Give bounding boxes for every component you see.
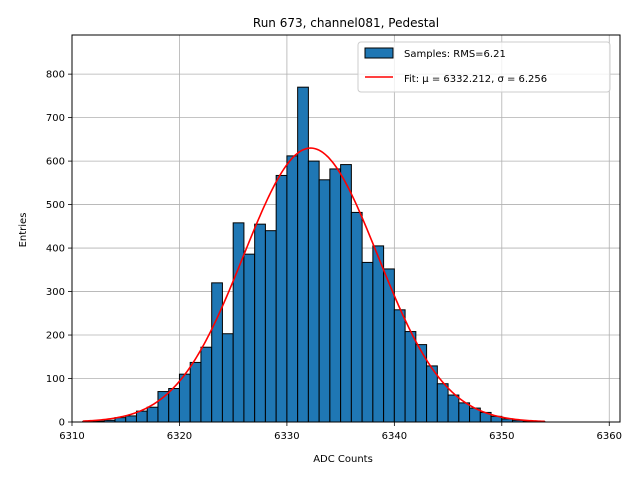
histogram-bar [297,86,309,423]
x-axis-ticks: 6310 6320 6330 6340 6350 6360 [59,422,622,442]
histogram-bar [340,164,352,423]
histogram-bar [157,391,170,423]
histogram-bar [318,179,331,423]
x-tick-label: 6320 [167,431,192,442]
y-tick-label: 100 [46,374,65,385]
histogram-bar [361,261,374,423]
x-tick-label: 6310 [59,431,84,442]
histogram-bar [168,388,180,423]
x-tick-label: 6360 [597,431,622,442]
histogram-bar [329,168,342,423]
histogram-bar [372,245,385,423]
histogram-bar [146,406,159,423]
histogram-bar [221,333,234,423]
histogram-bar [447,394,460,423]
histogram-bar [211,282,223,423]
legend: Samples: RMS=6.21 Fit: μ = 6332.212, σ =… [357,41,611,93]
histogram-bar [286,155,299,423]
y-tick-label: 500 [46,200,65,211]
histogram-bar [350,211,363,423]
chart-title: Run 673, channel081, Pedestal [253,16,439,30]
x-axis-label: ADC Counts [313,454,373,465]
histogram-bar [243,253,256,423]
legend-label-samples: Samples: RMS=6.21 [404,49,506,60]
y-tick-label: 800 [46,70,65,81]
legend-label-fit: Fit: μ = 6332.212, σ = 6.256 [404,74,547,85]
legend-swatch-samples [364,47,394,59]
y-tick-label: 200 [46,331,65,342]
histogram-bar [125,415,137,423]
y-axis-label: Entries [18,213,29,248]
histogram-bar [264,230,277,423]
y-tick-label: 700 [46,113,65,124]
histogram-bar [436,383,449,423]
histogram-bar [135,410,148,423]
y-tick-label: 600 [46,157,65,168]
x-tick-label: 6350 [489,431,514,442]
histogram-bar [275,174,288,423]
histogram-bar [178,373,191,423]
histogram-bars [82,86,546,423]
y-tick-label: 400 [46,244,65,255]
y-tick-label: 300 [46,287,65,298]
histogram-bar [200,346,213,423]
fit-curve [82,147,545,423]
legend-box [357,41,611,93]
histogram-bar [307,160,320,423]
histogram-bar [232,222,245,423]
x-tick-label: 6330 [274,431,299,442]
histogram-bar [458,402,471,423]
histogram-bar [254,223,266,423]
y-tick-label: 0 [59,418,65,429]
plot-frame [71,34,621,423]
histogram-bar [189,361,202,423]
histogram-bar [393,309,406,423]
x-tick-label: 6340 [382,431,407,442]
y-axis-ticks: 0 100 200 300 400 500 600 700 800 [46,70,72,429]
histogram-bar [404,331,417,423]
